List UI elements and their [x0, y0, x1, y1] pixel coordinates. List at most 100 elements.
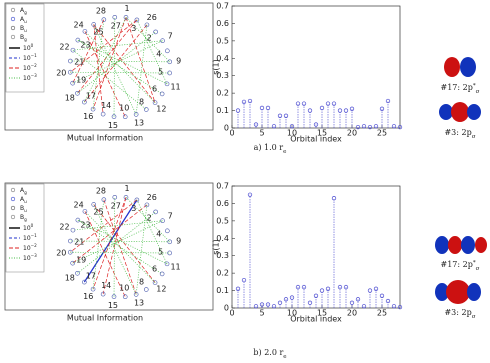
mi-edge	[135, 204, 148, 295]
node-marker	[82, 279, 87, 285]
node-marker	[165, 48, 170, 54]
stem-marker	[379, 106, 385, 111]
mi-edge	[93, 24, 156, 103]
node-label: 2	[147, 214, 152, 223]
caption: b) 2.0 re	[253, 348, 287, 360]
mi-edge	[93, 24, 137, 115]
node-label: 18	[65, 273, 75, 282]
node-marker	[159, 271, 165, 277]
stem-marker	[247, 192, 253, 197]
node-marker	[167, 239, 173, 245]
orbital-label-part: #17: 2p	[441, 260, 473, 269]
mi-edge	[70, 71, 170, 74]
legend-symmetry-part: g	[24, 37, 27, 42]
node-marker	[112, 194, 118, 200]
legend-symbol	[10, 214, 16, 220]
legend-symmetry: Bu	[20, 25, 27, 33]
y-tick-label: 0.3	[216, 251, 229, 260]
stem-marker	[283, 297, 289, 302]
x-tick-label: 25	[377, 129, 387, 138]
orbital-pictures	[435, 57, 487, 304]
mi-edge	[70, 240, 170, 243]
node-marker	[160, 38, 165, 44]
y-tick-label: 0.1	[216, 106, 229, 115]
node-label: 1	[125, 4, 130, 13]
stem-marker	[349, 300, 355, 305]
mi-edge	[72, 220, 163, 231]
mi-edge	[92, 19, 105, 110]
node-label: 18	[65, 93, 75, 102]
node-marker	[143, 287, 149, 292]
legend-symmetry: Bg	[20, 34, 27, 42]
mi-edge	[113, 17, 116, 117]
node-marker	[75, 270, 80, 276]
x-tick-label: 0	[229, 309, 234, 318]
orbital-label-part: *	[473, 260, 476, 266]
node-marker	[82, 209, 88, 214]
node-marker	[90, 106, 96, 112]
node-label: 28	[96, 7, 106, 16]
node-marker	[153, 209, 158, 215]
legend-symmetry-part: g	[24, 217, 27, 222]
stem-marker	[319, 288, 325, 293]
node-label: 11	[170, 82, 180, 91]
stem-marker	[295, 101, 301, 106]
mi-edge	[72, 40, 163, 51]
legend-symbol	[10, 187, 16, 193]
legend-symmetry-part: A	[20, 196, 25, 203]
legend-symmetry-part: B	[20, 205, 24, 212]
legend-strength-part: 10	[23, 75, 31, 82]
mi-edge	[135, 24, 148, 115]
stem-marker	[235, 286, 241, 291]
legend-strength: 10−2	[23, 243, 37, 252]
legend-strength-part: 10	[23, 235, 31, 242]
legend-strength-part: 0	[31, 43, 34, 48]
node-marker	[122, 114, 128, 120]
legend-strength-part: 10	[23, 65, 31, 72]
legend-symmetry-part: g	[24, 190, 27, 195]
x-tick-label: 5	[259, 309, 264, 318]
mi-edge	[84, 31, 126, 117]
node-label: 3	[131, 24, 136, 33]
legend-symmetry-part: A	[20, 16, 25, 23]
node-marker	[134, 197, 140, 203]
legend-symmetry: Au	[20, 16, 27, 24]
legend-symmetry-part: A	[20, 7, 25, 14]
node-label: 21	[74, 238, 84, 247]
legend-symmetry: Ag	[20, 187, 27, 195]
legend-symmetry-part: u	[24, 199, 27, 204]
y-tick-label: 0.2	[216, 269, 229, 278]
legend-strength-part: 0	[31, 223, 34, 228]
mi-edge	[125, 17, 156, 103]
orbital-label-part: #3: 2p	[444, 128, 471, 137]
node-label: 10	[119, 283, 129, 292]
mi-edge	[83, 199, 138, 283]
stem-marker	[325, 286, 331, 291]
node-marker	[70, 47, 76, 53]
node-marker	[143, 107, 149, 112]
orbital-label-part: σ	[472, 314, 476, 320]
node-marker	[75, 37, 81, 43]
legend-strength: 10−1	[23, 233, 37, 242]
legend-strength: 10−3	[23, 73, 37, 82]
legend-strength-part: −1	[31, 233, 38, 238]
legend-strength: 10−1	[23, 53, 37, 62]
stem-marker	[295, 284, 301, 290]
stem-marker	[289, 124, 295, 129]
stem-marker	[271, 124, 277, 129]
node-label: 4	[156, 229, 161, 238]
legend-symmetry: Au	[20, 196, 27, 204]
stem-marker	[277, 300, 283, 305]
mi-edge	[77, 219, 168, 265]
y-tick-label: 0.7	[216, 182, 229, 191]
stem-marker	[349, 106, 355, 111]
node-marker	[111, 114, 117, 119]
node-marker	[152, 100, 158, 105]
node-marker	[160, 218, 165, 224]
diagram-frame	[4, 2, 214, 131]
mi-edge	[92, 17, 127, 110]
node-label: 27	[111, 202, 121, 211]
node-marker	[101, 197, 107, 202]
x-tick-label: 25	[377, 309, 387, 318]
node-label: 24	[74, 20, 84, 29]
